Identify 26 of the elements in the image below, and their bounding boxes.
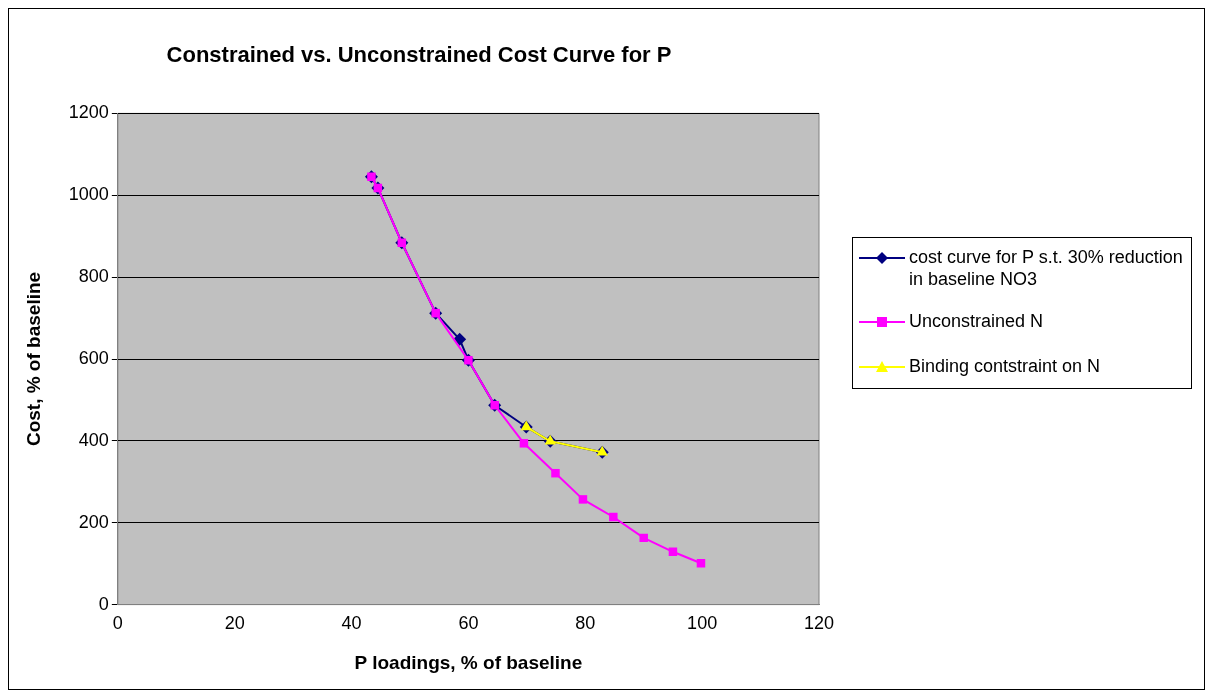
x-tick-label: 0 — [112, 613, 123, 634]
x-tick-label: 100 — [687, 613, 718, 634]
legend-label: Binding contstraint on N — [909, 355, 1101, 377]
x-axis-title: P loadings, % of baseline — [354, 651, 583, 673]
chart-title: Constrained vs. Unconstrained Cost Curve for P — [166, 42, 672, 68]
y-tick-label: 1000 — [68, 184, 109, 205]
y-axis-title: Cost, % of baseline — [22, 271, 44, 447]
y-tick-label: 600 — [78, 347, 109, 368]
x-tick-label: 120 — [803, 613, 835, 634]
y-tick-label: 1200 — [68, 102, 109, 123]
point — [696, 559, 706, 568]
y-tick-label: 0 — [98, 593, 109, 614]
point — [519, 439, 529, 448]
x-tick-label: 80 — [575, 613, 596, 634]
x-tick-label: 60 — [458, 613, 479, 634]
legend-label: Unconstrained N — [909, 310, 1044, 332]
y-tick-label: 400 — [78, 429, 109, 450]
x-tick-label: 20 — [224, 613, 245, 634]
point — [551, 468, 560, 478]
point — [609, 512, 618, 522]
legend-label: cost curve for P s.t. 30% reduction in baseline NO3 — [909, 246, 1184, 290]
y-tick-label: 200 — [78, 511, 109, 532]
x-tick-label: 40 — [341, 613, 362, 634]
point — [639, 533, 648, 543]
point — [578, 495, 588, 504]
y-tick-label: 800 — [78, 266, 109, 287]
